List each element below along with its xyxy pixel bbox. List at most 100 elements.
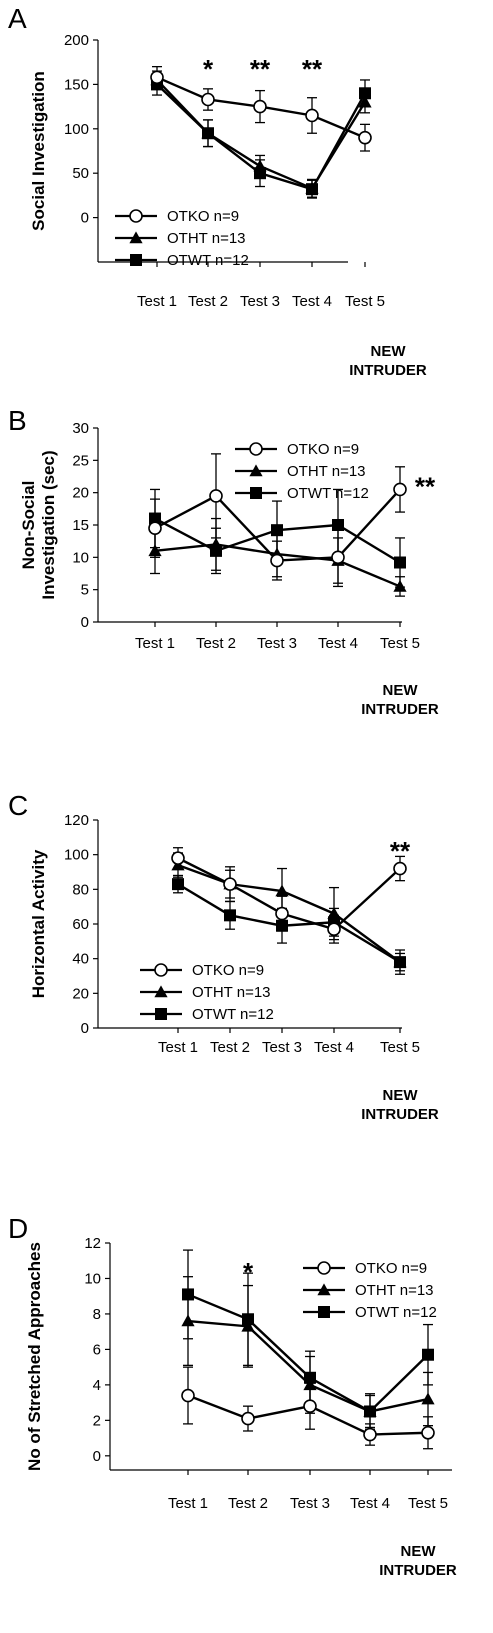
x-tick-label: Test 3 bbox=[240, 293, 280, 310]
x-note-label: INTRUDER bbox=[379, 1562, 457, 1579]
legend: OTKO n=9 OTHT n=13 OTWT n=12 bbox=[140, 962, 274, 1023]
legend-label: OTWT n=12 bbox=[287, 485, 369, 502]
data-point bbox=[223, 877, 237, 891]
x-tick-label: Test 4 bbox=[318, 635, 358, 652]
data-point bbox=[209, 489, 223, 503]
data-point bbox=[172, 878, 184, 891]
series-line bbox=[177, 883, 401, 964]
y-tick-label: 8 bbox=[93, 1306, 101, 1323]
data-point bbox=[393, 482, 407, 497]
y-axis-label: No of Stretched Approaches bbox=[25, 1242, 44, 1471]
legend-label: OTKO n=9 bbox=[355, 1260, 427, 1277]
y-tick-label: 100 bbox=[64, 847, 89, 864]
legend-marker bbox=[154, 985, 168, 998]
legend-marker bbox=[249, 442, 263, 456]
y-tick-label: 20 bbox=[72, 985, 89, 1002]
legend: OTKO n=9 OTHT n=13 OTWT n=12 bbox=[115, 208, 249, 269]
y-tick-label: 50 bbox=[72, 165, 89, 182]
x-note-label: NEW bbox=[383, 1087, 419, 1104]
y-tick-label: 40 bbox=[72, 951, 89, 968]
y-tick-label: 60 bbox=[72, 916, 89, 933]
data-point bbox=[305, 108, 319, 123]
data-point bbox=[241, 1319, 255, 1332]
y-tick-label: 12 bbox=[84, 1235, 101, 1252]
data-point bbox=[270, 553, 284, 568]
data-point bbox=[393, 955, 407, 968]
legend-label: OTHT n=13 bbox=[192, 984, 271, 1001]
data-point bbox=[303, 1399, 317, 1413]
data-point bbox=[327, 922, 341, 937]
data-point bbox=[181, 1388, 195, 1403]
chart-panel-c: C 0 20 40 60 80 100 120 Test 1 Test 2 Test 3 Test 4… bbox=[8, 790, 439, 1123]
significance-marker: ** bbox=[250, 54, 271, 84]
y-axis-label: Investigation (sec) bbox=[39, 450, 58, 599]
legend-label: OTKO n=9 bbox=[287, 441, 359, 458]
series-otko bbox=[181, 1366, 435, 1450]
chart-panel-b: B 0 5 10 15 20 25 30 Test 1 Test 2 Test 3 Test 4 Tes… bbox=[8, 405, 439, 718]
legend-marker bbox=[250, 487, 262, 499]
legend-label: OTWT n=12 bbox=[192, 1006, 274, 1023]
y-tick-label: 80 bbox=[72, 881, 89, 898]
x-tick-label: Test 3 bbox=[257, 635, 297, 652]
legend-marker bbox=[318, 1306, 330, 1318]
data-point bbox=[201, 92, 215, 107]
legend-marker bbox=[129, 231, 143, 244]
legend-marker bbox=[129, 209, 143, 223]
legend-marker bbox=[249, 464, 263, 477]
panel-label: C bbox=[8, 790, 28, 821]
significance-marker: * bbox=[243, 1257, 254, 1287]
legend-marker bbox=[130, 254, 142, 266]
series-otko bbox=[171, 847, 407, 944]
x-tick-label: Test 4 bbox=[292, 293, 332, 310]
series-otko bbox=[148, 453, 407, 588]
y-tick-label: 4 bbox=[93, 1377, 101, 1394]
y-tick-label: 5 bbox=[81, 582, 89, 599]
series-otwt bbox=[172, 874, 406, 972]
x-note-label: INTRUDER bbox=[349, 362, 427, 379]
data-point bbox=[275, 906, 289, 921]
data-point bbox=[305, 181, 319, 194]
significance-marker: ** bbox=[415, 471, 436, 501]
data-point bbox=[241, 1411, 255, 1426]
panel-label: B bbox=[8, 405, 27, 436]
data-point bbox=[150, 70, 164, 85]
x-tick-label: Test 4 bbox=[350, 1495, 390, 1512]
y-tick-label: 0 bbox=[93, 1448, 101, 1465]
x-tick-label: Test 1 bbox=[158, 1039, 198, 1056]
legend-label: OTHT n=13 bbox=[287, 463, 366, 480]
x-tick-label: Test 2 bbox=[188, 293, 228, 310]
legend: OTKO n=9 OTHT n=13 OTWT n=12 bbox=[235, 441, 369, 502]
data-point bbox=[363, 1427, 377, 1442]
y-tick-label: 100 bbox=[64, 121, 89, 138]
y-tick-label: 10 bbox=[84, 1270, 101, 1287]
data-point bbox=[422, 1348, 434, 1361]
chart-panel-a: A 0 50 100 150 200 Test 1 Test 2 Test 3 Test 4 Tes… bbox=[8, 3, 427, 379]
series-line bbox=[187, 1319, 429, 1413]
series-otwt bbox=[151, 73, 371, 199]
legend-label: OTKO n=9 bbox=[167, 208, 239, 225]
data-point bbox=[331, 550, 345, 565]
y-tick-label: 150 bbox=[64, 76, 89, 93]
y-tick-label: 0 bbox=[81, 614, 89, 631]
y-tick-label: 15 bbox=[72, 517, 89, 534]
legend-label: OTHT n=13 bbox=[355, 1282, 434, 1299]
series-otko bbox=[150, 65, 372, 152]
y-tick-label: 2 bbox=[93, 1412, 101, 1429]
data-point bbox=[201, 126, 215, 139]
legend-marker bbox=[317, 1283, 331, 1296]
significance-marker: ** bbox=[302, 54, 323, 84]
legend-marker bbox=[155, 1008, 167, 1020]
data-point bbox=[275, 884, 289, 897]
x-tick-label: Test 5 bbox=[345, 293, 385, 310]
x-tick-label: Test 2 bbox=[210, 1039, 250, 1056]
series-line bbox=[177, 863, 401, 964]
y-tick-label: 120 bbox=[64, 812, 89, 829]
y-tick-label: 0 bbox=[81, 210, 89, 227]
x-note-label: INTRUDER bbox=[361, 701, 439, 718]
data-point bbox=[358, 130, 372, 145]
x-tick-label: Test 4 bbox=[314, 1039, 354, 1056]
panel-label: A bbox=[8, 3, 27, 34]
x-note-label: NEW bbox=[401, 1543, 437, 1560]
series-otht bbox=[150, 70, 372, 198]
y-axis-label: Non-Social bbox=[19, 481, 38, 570]
